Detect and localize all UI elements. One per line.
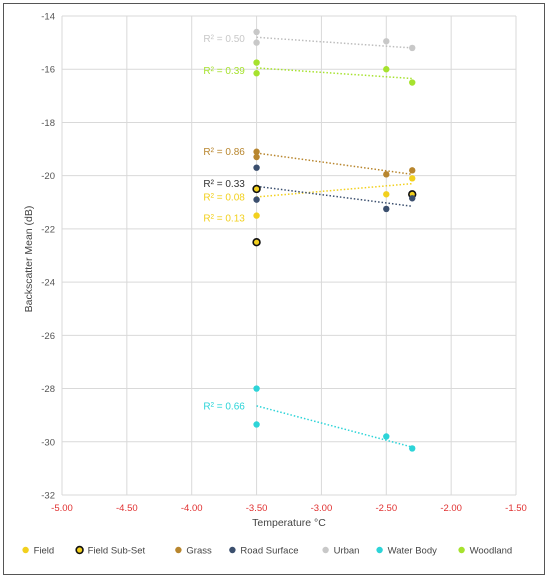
data-point-field [253,212,260,219]
chart-frame: -5.00 -4.50 -4.00 -3.50 -3.00 -2.50 -2.00 -1.50… [3,3,545,575]
data-point-water-body [253,385,260,392]
y-tick-label: -18 [41,118,55,129]
y-tick-label: -24 [41,278,55,289]
x-tick-label: -3.00 [311,503,333,514]
legend: Field Field Sub-Set Grass Road Surface Urban… [22,546,512,557]
r2-label-field: R² = 0.08 [203,192,245,203]
y-tick-label: -30 [41,437,55,448]
axes: -5.00 -4.50 -4.00 -3.50 -3.00 -2.50 -2.00 -1.50… [41,12,527,515]
data-point-field [383,191,390,198]
r2-label-urban: R² = 0.50 [203,34,245,45]
trendline-grass [256,152,413,176]
legend-label-road-surface: Road Surface [240,546,298,557]
legend-label-water-body: Water Body [388,546,438,557]
data-point-urban [409,44,416,52]
x-tick-label: -2.50 [375,503,397,514]
r2-label-water-body: R² = 0.66 [203,401,245,412]
r2-labels: R² = 0.08 R² = 0.13 R² = 0.86 R² = 0.33 R² =… [203,34,245,412]
data-point-woodland [253,59,260,66]
data-point-grass [383,171,390,178]
data-point-grass [253,148,260,155]
data-point-water-body [383,433,390,440]
y-axis-title: Backscatter Mean (dB) [23,206,35,313]
legend-label-urban: Urban [334,546,360,557]
data-point-grass [409,167,416,174]
x-tick-label: -4.00 [181,503,203,514]
data-point-water-body [409,445,416,452]
x-tick-label: -2.00 [440,503,462,514]
legend-marker-grass [175,546,182,554]
legend-label-field: Field [34,546,55,557]
data-point-woodland [409,79,416,86]
trendline-urban [256,36,413,49]
r2-label-field-sub-set: R² = 0.13 [203,214,245,225]
data-point-road-surface [383,205,390,213]
data-point-grass [253,153,260,161]
trendline-water-body [256,405,413,448]
trendline-field [256,182,413,198]
y-tick-label: -14 [41,12,55,23]
y-tick-label: -20 [41,171,55,182]
data-point-woodland [383,66,390,73]
data-point-field-sub-set [252,184,261,194]
legend-marker-field-sub-set [75,545,84,555]
scatter-chart: -5.00 -4.50 -4.00 -3.50 -3.00 -2.50 -2.00 -1.50… [22,12,527,557]
y-tick-label: -28 [41,384,55,395]
y-tick-label: -16 [41,65,55,76]
x-tick-label: -4.50 [116,503,138,514]
data-point-road-surface [409,195,416,202]
data-point-woodland [253,70,260,77]
r2-label-grass: R² = 0.86 [203,147,245,158]
r2-label-woodland: R² = 0.39 [203,66,245,77]
data-point-field-sub-set [252,237,261,247]
data-point-water-body [253,421,260,428]
y-tick-label: -26 [41,331,55,342]
data-point-road-surface [253,196,260,203]
legend-label-field-sub-set: Field Sub-Set [88,546,146,557]
x-tick-label: -5.00 [51,503,73,514]
x-axis-title: Temperature °C [252,517,326,529]
grid [61,15,517,496]
legend-label-woodland: Woodland [470,546,513,557]
data-point-urban [383,38,390,45]
legend-marker-road-surface [229,546,236,554]
trendline-road-surface [256,185,413,208]
r2-label-road-surface: R² = 0.33 [203,179,245,190]
x-tick-label: -1.50 [505,503,527,514]
x-tick-label: -3.50 [246,503,268,514]
data-point-field [409,175,416,182]
legend-marker-woodland [458,546,465,554]
legend-label-grass: Grass [186,546,212,557]
data-point-road-surface [253,164,260,171]
legend-marker-water-body [376,546,383,554]
y-tick-label: -22 [41,224,55,235]
legend-marker-urban [322,546,329,554]
data-point-urban [253,28,260,36]
trendlines [256,36,413,448]
y-tick-label: -32 [41,491,55,502]
data-points [252,28,417,452]
data-point-urban [253,39,260,46]
legend-marker-field [22,546,29,554]
trendline-woodland [256,67,413,80]
